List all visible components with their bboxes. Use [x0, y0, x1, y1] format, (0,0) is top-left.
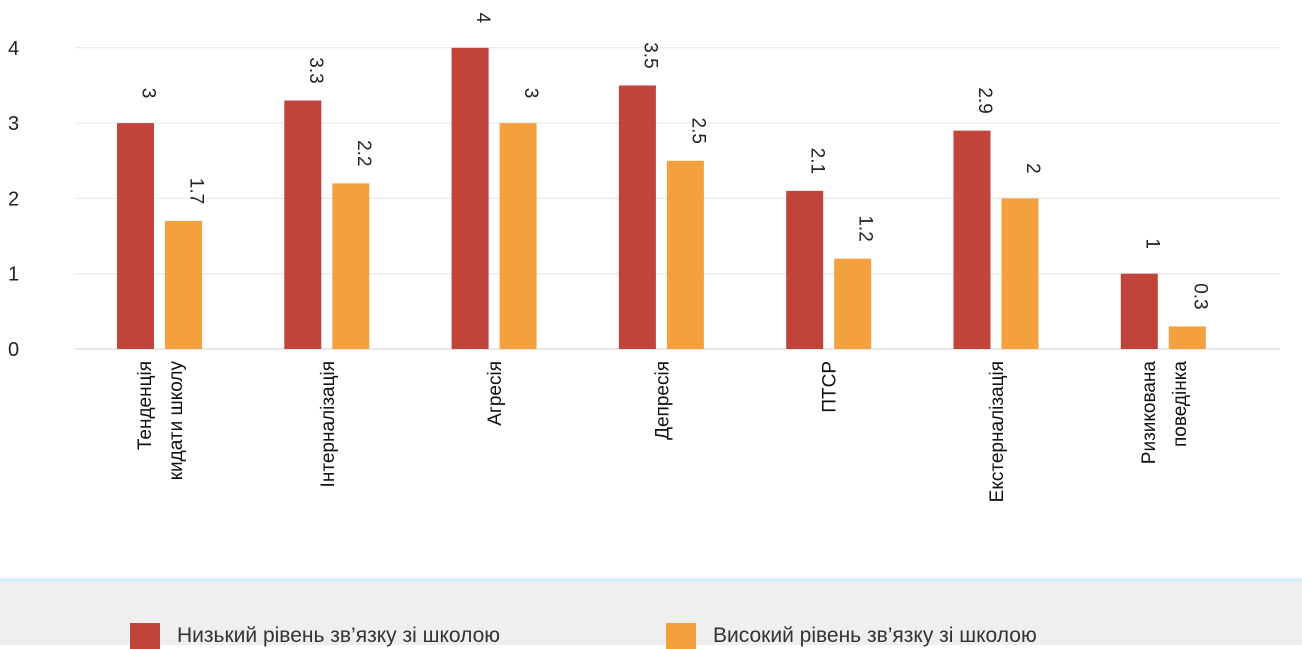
y-tick-label: 0 — [8, 339, 19, 361]
y-tick-label: 2 — [8, 188, 19, 210]
category-label-line: поведінка — [1170, 361, 1191, 447]
legend-label-high: Високий рівень зв’язку зі школою — [713, 624, 1037, 647]
y-tick-label: 1 — [8, 264, 19, 286]
legend-item-low: Низький рівень зв’язку зі школою — [130, 623, 500, 649]
category-label-line: ПТСР — [820, 361, 841, 413]
y-tick-label: 3 — [8, 113, 19, 135]
data-label: 2 — [1022, 163, 1043, 174]
data-label: 4 — [472, 13, 493, 24]
category-labels: Тенденція кидати школу Інтерналізація Агрес… — [135, 361, 1191, 503]
category-label-line: Інтерналізація — [318, 361, 339, 487]
bar-high — [1168, 326, 1206, 349]
data-label: 0.3 — [1189, 283, 1210, 309]
bar-low — [786, 190, 824, 349]
category-label-line: Екстерналізація — [987, 361, 1008, 502]
data-label: 2.2 — [353, 140, 374, 166]
bar-low — [117, 123, 154, 349]
data-labels: 3 1.7 3.3 2.2 4 3 3.5 2.5 2.1 1.2 2.9 2 1 0.3 — [138, 13, 1211, 310]
data-label: 3.3 — [305, 57, 326, 83]
data-label: 2.1 — [807, 148, 828, 174]
data-label: 3 — [520, 88, 541, 99]
y-axis-ticks: 0 1 2 3 4 — [8, 38, 19, 361]
legend-item-high: Високий рівень зв’язку зі школою — [666, 623, 1037, 649]
category-label: Агресія — [485, 361, 506, 426]
category-label: Тенденція кидати школу — [135, 361, 187, 481]
bar-high — [499, 123, 537, 349]
bar-high — [666, 160, 704, 349]
legend-swatch-high — [666, 623, 696, 649]
bar-chart: 0 1 2 3 4 3 1.7 3.3 2.2 4 3 3.5 2.5 2.1 1.2 2.9 2 1 0.3 Т… — [8, 13, 1280, 503]
data-label: 1.2 — [855, 215, 876, 241]
data-label: 2.5 — [687, 118, 708, 144]
legend-swatch-low — [130, 623, 160, 649]
category-label-line: кидати школу — [166, 361, 187, 481]
category-label-line: Тенденція — [135, 361, 156, 450]
category-label: Депресія — [652, 361, 673, 440]
data-label: 1.7 — [186, 178, 207, 204]
category-label-line: Депресія — [652, 361, 673, 440]
bar-high — [834, 258, 872, 349]
legend-label-low: Низький рівень зв’язку зі школою — [177, 624, 501, 647]
bar-low — [284, 100, 322, 349]
category-label-line: Ризикована — [1139, 361, 1160, 465]
data-label: 1 — [1141, 238, 1162, 249]
y-tick-label: 4 — [8, 38, 19, 60]
data-label: 3.5 — [639, 42, 660, 68]
bar-low — [953, 130, 991, 349]
bar-high — [1001, 198, 1039, 349]
legend: Низький рівень зв’язку зі школою Високий… — [0, 578, 1302, 649]
bar-low — [1120, 273, 1158, 349]
data-label: 2.9 — [974, 87, 995, 113]
category-label: Екстерналізація — [987, 361, 1008, 502]
bar-low — [618, 85, 656, 349]
bar-high — [332, 183, 370, 349]
bar-low — [451, 47, 489, 350]
category-label-line: Агресія — [485, 361, 506, 426]
bar-high — [165, 220, 202, 349]
category-label: Ризикована поведінка — [1139, 361, 1191, 465]
category-label: ПТСР — [820, 361, 841, 413]
bars — [117, 47, 1206, 350]
category-label: Інтерналізація — [318, 361, 339, 487]
data-label: 3 — [138, 88, 159, 99]
